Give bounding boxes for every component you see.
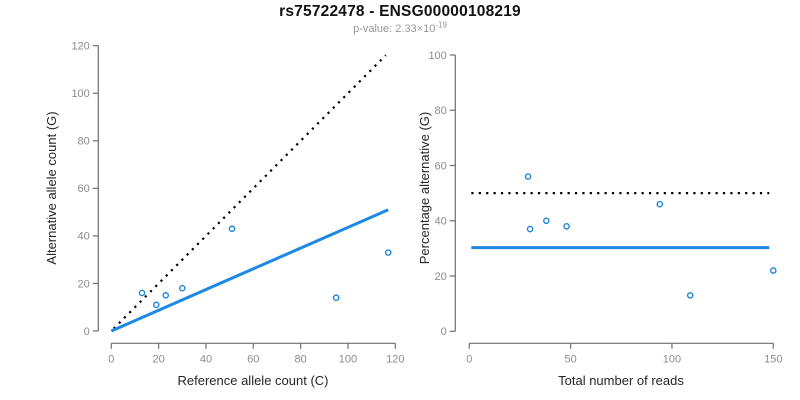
y-tick-label: 60 [435,160,447,172]
p-value-text: p-value: 2.33×10 [353,23,436,35]
x-tick-label: 50 [565,353,577,365]
data-point [770,267,777,274]
x-tick-label: 80 [295,353,307,365]
figure-subtitle: p-value: 2.33×10-19 [0,20,800,35]
x-axis-label: Reference allele count (C) [177,373,328,388]
data-point [384,249,392,256]
y-tick-label: 100 [428,50,446,62]
x-tick-label: 120 [386,353,404,365]
y-axis-label: Alternative allele count (G) [44,111,59,264]
figure-title: rs75722478 - ENSG00000108219 [279,3,521,20]
x-tick-label: 0 [466,353,472,365]
y-tick-label: 40 [435,216,447,228]
y-tick-label: 0 [441,326,447,338]
data-point [524,173,532,180]
y-tick-label: 0 [84,326,90,338]
p-value-exponent: -19 [435,20,447,30]
x-tick-label: 150 [764,353,782,365]
y-tick-label: 40 [78,231,90,243]
data-point [543,217,550,225]
x-tick-label: 100 [663,353,681,365]
data-point [656,200,664,208]
data-point [138,289,146,297]
data-point [162,292,170,299]
data-point [178,284,186,292]
data-point [526,225,534,233]
x-tick-label: 0 [108,353,114,365]
y-tick-label: 20 [78,278,90,290]
identity-line [112,54,387,330]
y-axis-label: Percentage alternative (G) [417,112,432,264]
y-tick-label: 100 [71,88,89,100]
data-point [563,223,570,230]
allele-counts-scatter-panel: 0 20 40 60 80 100 120 0 20 40 60 80 100 120 Reference … [44,41,404,389]
data-point [686,292,694,299]
y-tick-label: 20 [435,271,447,283]
y-tick-label: 80 [435,105,447,117]
percentage-vs-reads-scatter-panel: 0 20 40 60 80 100 0 50 100 150 Total number of rea… [417,50,782,388]
x-axis-label: Total number of reads [558,373,684,388]
y-tick-label: 60 [78,183,90,195]
data-point [228,225,236,233]
x-tick-label: 100 [339,353,357,365]
x-tick-label: 60 [247,353,259,365]
x-tick-label: 40 [200,353,212,365]
y-tick-label: 120 [71,41,89,53]
data-point [152,301,160,309]
fit-ratio-line [110,208,389,333]
data-point [332,294,340,302]
y-tick-label: 80 [78,136,90,148]
x-tick-label: 20 [153,353,165,365]
